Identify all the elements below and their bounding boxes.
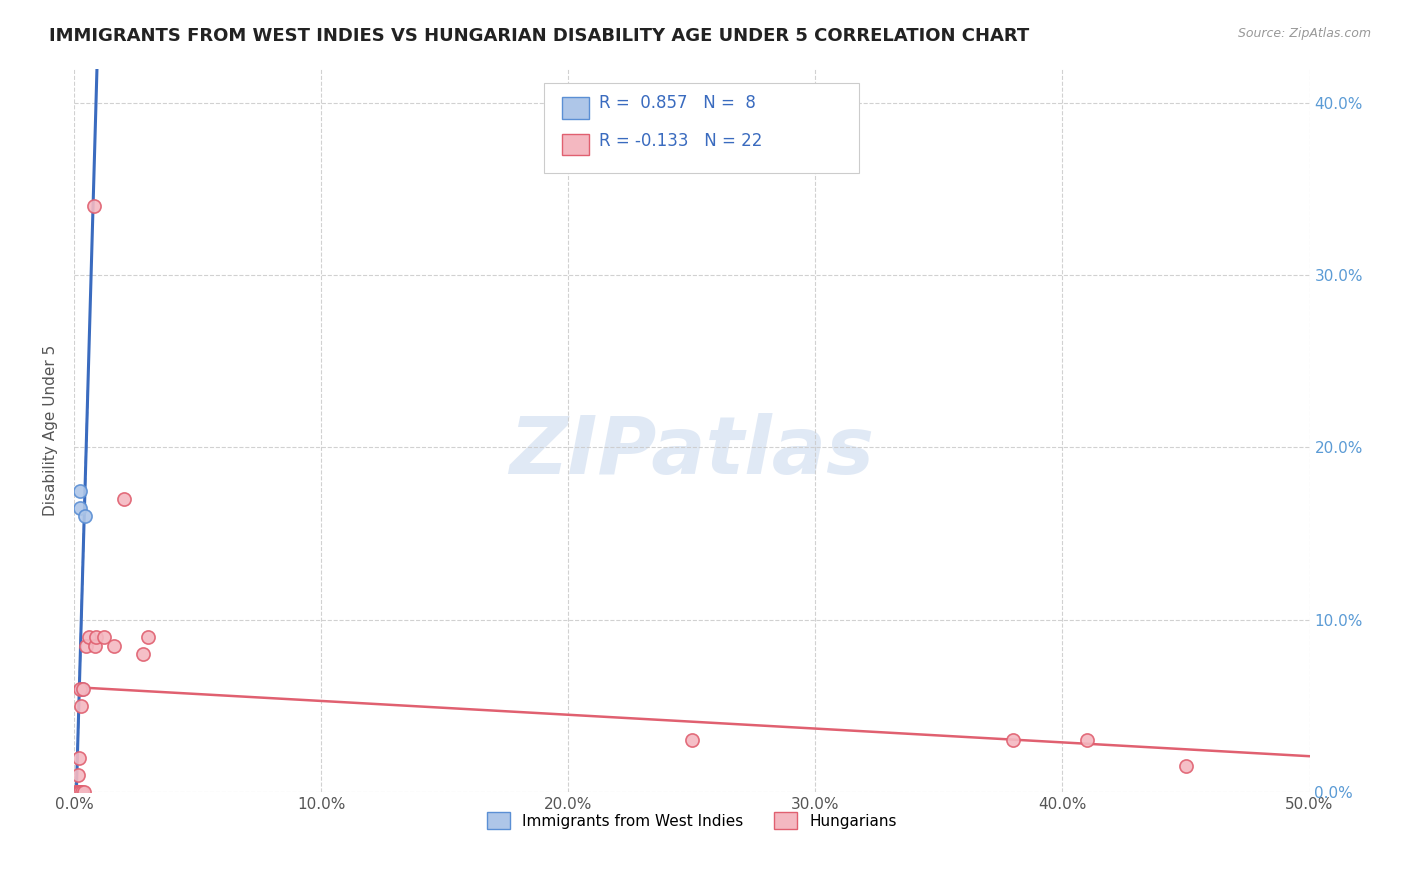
Point bbox=[1001, 733, 1024, 747]
Point bbox=[70, 698, 93, 713]
Point bbox=[75, 639, 97, 653]
Point bbox=[66, 785, 89, 799]
FancyBboxPatch shape bbox=[562, 134, 589, 155]
Point bbox=[1175, 759, 1198, 773]
Text: R = -0.133   N = 22: R = -0.133 N = 22 bbox=[599, 132, 762, 150]
Point bbox=[136, 630, 159, 644]
Point bbox=[69, 785, 91, 799]
Point bbox=[67, 785, 90, 799]
Text: R =  0.857   N =  8: R = 0.857 N = 8 bbox=[599, 95, 756, 112]
Point bbox=[69, 500, 91, 515]
Point bbox=[75, 509, 97, 524]
Text: IMMIGRANTS FROM WEST INDIES VS HUNGARIAN DISABILITY AGE UNDER 5 CORRELATION CHAR: IMMIGRANTS FROM WEST INDIES VS HUNGARIAN… bbox=[49, 27, 1029, 45]
Legend: Immigrants from West Indies, Hungarians: Immigrants from West Indies, Hungarians bbox=[481, 806, 903, 835]
Point bbox=[66, 785, 89, 799]
Point bbox=[65, 785, 87, 799]
Point bbox=[72, 681, 94, 696]
Point bbox=[66, 785, 89, 799]
Point bbox=[67, 750, 90, 764]
FancyBboxPatch shape bbox=[562, 97, 589, 120]
Point bbox=[77, 630, 100, 644]
Point bbox=[83, 199, 105, 213]
Point bbox=[67, 785, 90, 799]
Point bbox=[112, 492, 135, 507]
Text: ZIPatlas: ZIPatlas bbox=[509, 413, 875, 491]
Text: Source: ZipAtlas.com: Source: ZipAtlas.com bbox=[1237, 27, 1371, 40]
Y-axis label: Disability Age Under 5: Disability Age Under 5 bbox=[44, 344, 58, 516]
Point bbox=[67, 768, 90, 782]
Point bbox=[73, 785, 96, 799]
Point bbox=[84, 639, 107, 653]
Point bbox=[70, 785, 93, 799]
Point bbox=[69, 681, 91, 696]
Point bbox=[65, 785, 87, 799]
Point bbox=[65, 785, 87, 799]
Point bbox=[86, 630, 108, 644]
Point bbox=[67, 785, 90, 799]
Point bbox=[681, 733, 703, 747]
Point bbox=[103, 639, 125, 653]
Point bbox=[69, 483, 91, 498]
FancyBboxPatch shape bbox=[544, 83, 859, 173]
Point bbox=[93, 630, 115, 644]
Point bbox=[70, 681, 93, 696]
Point bbox=[1076, 733, 1098, 747]
Point bbox=[132, 647, 155, 661]
